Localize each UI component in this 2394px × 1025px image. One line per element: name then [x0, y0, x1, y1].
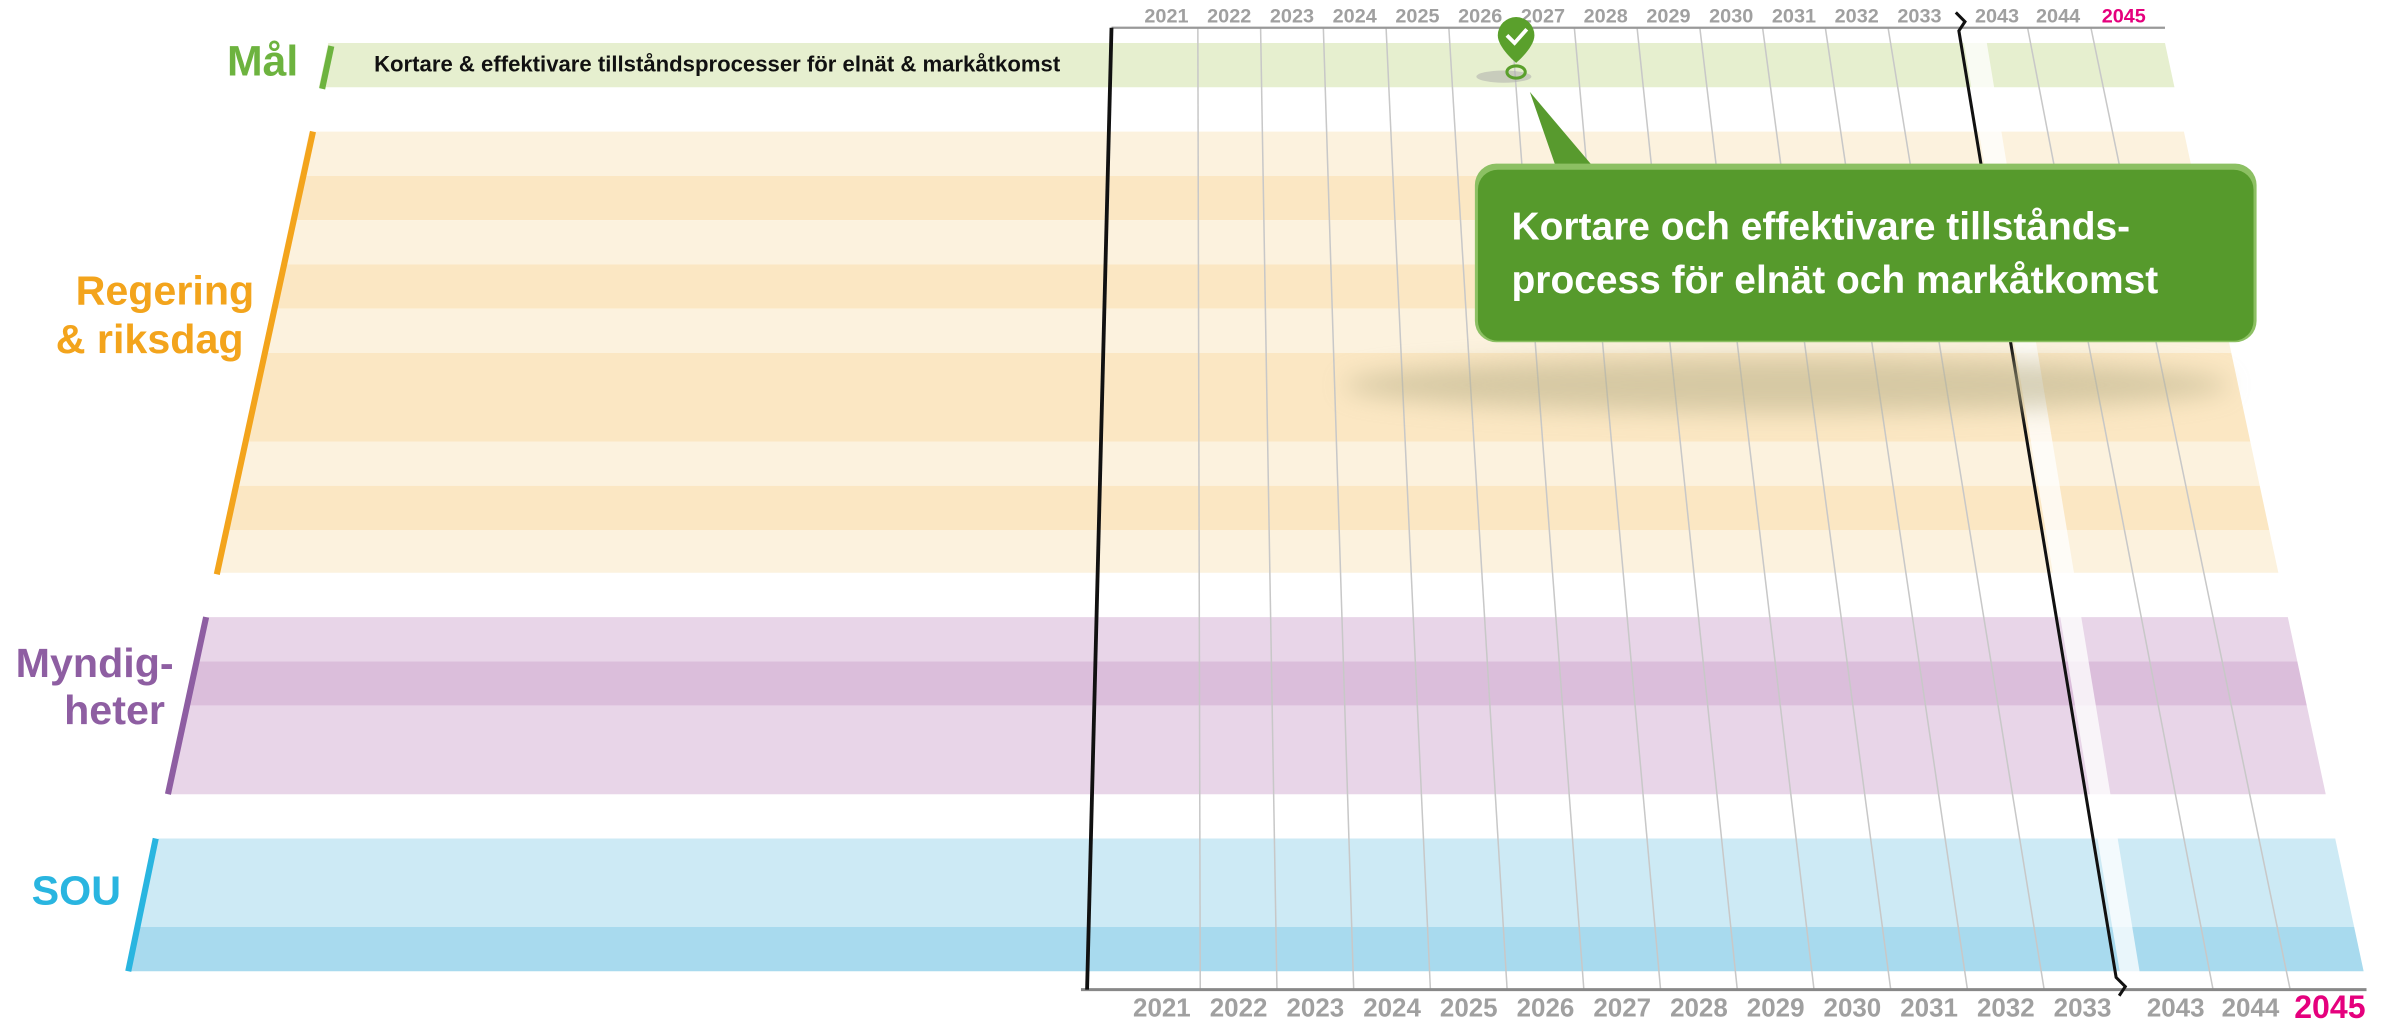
top-year: 2032	[1835, 5, 1879, 27]
pin-shadow	[1476, 70, 1532, 83]
top-year: 2031	[1772, 5, 1816, 27]
bottom-year: 2029	[1747, 994, 1805, 1022]
group-label: heter	[64, 687, 165, 733]
row-band	[129, 927, 2364, 972]
row-band	[139, 838, 2355, 928]
bottom-year: 2025	[1440, 994, 1498, 1022]
row-band	[167, 705, 2326, 795]
bottom-year: 2030	[1824, 994, 1882, 1022]
top-year: 2021	[1144, 5, 1188, 27]
bottom-year: 2033	[2054, 994, 2112, 1022]
group-label: Regering	[76, 267, 255, 313]
bottom-year: 2031	[1900, 994, 1958, 1022]
bottom-year: 2023	[1286, 994, 1344, 1022]
bottom-year: 2044	[2222, 994, 2280, 1022]
callout-pointer	[1529, 91, 1598, 172]
top-year: 2044	[2036, 5, 2080, 27]
top-year: 2025	[1395, 5, 1439, 27]
row-band	[224, 485, 2270, 531]
goal-label: Mål	[227, 38, 298, 86]
top-year: 2043	[1975, 5, 2019, 27]
row-band	[186, 661, 2307, 706]
grid-line	[1448, 27, 1508, 990]
top-year: 2022	[1207, 5, 1251, 27]
bottom-year: 2024	[1363, 994, 1421, 1022]
bottom-year: 2021	[1133, 994, 1191, 1022]
grid-line	[1259, 27, 1278, 990]
grid-line	[1322, 27, 1355, 990]
top-year: 2029	[1646, 5, 1690, 27]
bottom-year: 2022	[1210, 994, 1268, 1022]
top-year: 2045	[2102, 5, 2146, 27]
top-year: 2028	[1584, 5, 1628, 27]
top-year: 2030	[1709, 5, 1753, 27]
group-label: SOU	[32, 867, 121, 913]
grid-line	[1385, 27, 1432, 990]
callout-shadow	[1343, 357, 2230, 413]
pin-base	[1505, 64, 1527, 80]
callout-text: process för elnät och markåtkomst	[1512, 259, 2159, 302]
group-slash	[213, 130, 316, 575]
pin-check	[1505, 28, 1529, 46]
bottom-year: 2026	[1517, 994, 1575, 1022]
bottom-year: 2027	[1593, 994, 1651, 1022]
callout-text: Kortare och effektivare tillstånds-	[1512, 206, 2131, 249]
row-band	[318, 43, 2175, 88]
rows	[129, 43, 2364, 972]
callout-box	[1477, 169, 2254, 341]
time-break	[1954, 11, 2128, 997]
bottom-year: 2028	[1670, 994, 1728, 1022]
bottom-year: 2045	[2294, 989, 2365, 1025]
row-band	[214, 530, 2279, 573]
group-slash	[125, 837, 159, 972]
group-slash	[164, 616, 210, 795]
top-year: 2033	[1897, 5, 1941, 27]
top-year: 2027	[1521, 5, 1565, 27]
top-year: 2023	[1270, 5, 1314, 27]
now-line	[1085, 27, 1114, 990]
top-year: 2024	[1333, 5, 1377, 27]
bottom-year: 2032	[1977, 994, 2035, 1022]
group-label: Myndig-	[16, 640, 174, 686]
labels: 2021 2022 2023 2024 2025 2026 2027 2028 2029 2030…	[16, 5, 2366, 1025]
goal-slash	[319, 45, 335, 90]
grid-line	[1197, 27, 1202, 990]
row-band	[195, 617, 2298, 662]
group-label: & riksdag	[56, 316, 244, 362]
top-year: 2026	[1458, 5, 1502, 27]
bottom-year: 2043	[2147, 994, 2205, 1022]
goal-text: Kortare & effektivare tillståndsprocesse…	[374, 52, 1061, 77]
